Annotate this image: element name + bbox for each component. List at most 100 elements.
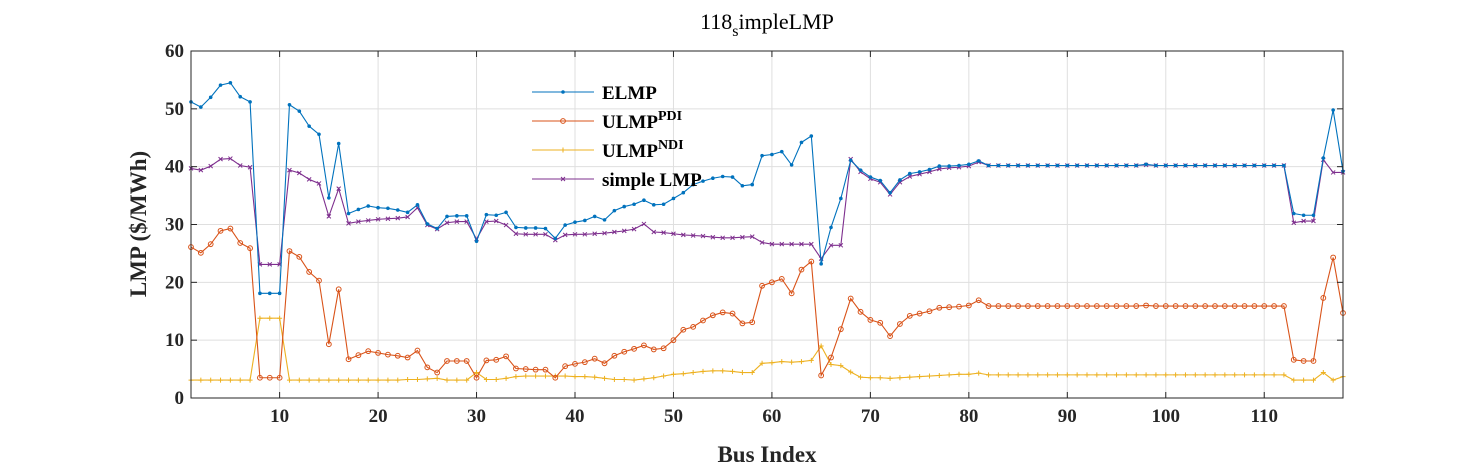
data-point [839,196,843,201]
data-point [395,377,401,383]
data-point [838,242,844,248]
data-point [848,369,854,375]
data-point [573,220,577,224]
data-point [385,377,391,383]
data-point [562,363,569,370]
data-point [691,182,695,187]
data-point [602,375,608,381]
data-point [779,149,784,154]
data-point [504,210,508,215]
legend-marker [561,90,565,94]
data-point [936,166,942,172]
data-point [631,226,637,232]
data-point [818,343,824,349]
data-point [680,371,686,377]
legend-label: ULMPNDI [602,138,684,162]
data-point [770,152,774,157]
data-point [483,357,490,364]
data-point [474,239,479,244]
legend-marker [560,118,566,124]
data-point [1113,303,1120,309]
y-tick-label: 20 [165,272,184,293]
y-tick-label: 60 [165,41,184,62]
data-point [1282,163,1286,168]
data-point [700,317,706,324]
data-point [1134,163,1139,168]
data-point [228,156,233,161]
legend-label: ELMP [602,83,657,104]
data-point [720,235,726,241]
data-point [1232,372,1238,378]
data-point [228,81,233,85]
data-point [680,232,686,238]
data-point [513,374,519,380]
data-point [1114,372,1120,378]
data-point [926,373,932,379]
data-point [690,323,697,330]
data-point [621,348,628,355]
data-point [386,206,390,211]
data-point [296,170,302,176]
data-point [898,178,902,182]
data-point [789,241,794,247]
data-point [267,262,273,267]
data-point [622,204,627,209]
data-point [611,376,617,382]
data-point [366,204,371,208]
data-point [553,236,558,241]
data-point [1054,303,1061,309]
data-point [316,277,322,284]
y-axis-label: LMP ($/MWh) [126,151,151,297]
data-point [1123,303,1130,309]
data-point [711,176,715,181]
data-point [562,373,568,379]
data-point [296,377,302,383]
data-point [612,229,617,235]
data-point [1133,372,1139,378]
data-point [927,167,932,172]
legend-label-main: simple LMP [602,170,702,191]
x-tick-label: 20 [369,406,388,427]
data-point [661,373,667,379]
data-point [1271,372,1277,378]
x-tick-label: 60 [762,406,781,427]
data-point [1182,372,1188,378]
data-point [346,377,352,383]
data-point [218,83,223,87]
data-point [976,159,981,163]
data-point [286,377,292,383]
legend-item-ulmp-pdi: ULMPPDI [532,109,682,133]
data-point [1202,303,1209,309]
data-point [838,363,844,369]
series-line [190,82,1344,294]
data-point [552,374,559,381]
data-point [503,353,509,360]
data-point [749,319,756,326]
data-point [1222,372,1228,378]
data-point [424,376,430,382]
data-point [1104,163,1109,168]
data-point [208,377,214,383]
data-point [287,102,292,107]
data-point [1084,303,1090,309]
data-point [917,170,922,174]
data-point [1261,303,1268,309]
data-point [385,351,391,358]
data-point [365,218,371,223]
data-point [808,241,814,247]
data-point [799,140,804,145]
data-point [769,279,775,286]
data-point [1034,303,1041,309]
data-point [986,163,991,168]
data-point [641,342,647,349]
data-point [218,377,224,383]
data-point [1173,372,1179,378]
data-point [365,377,371,383]
data-point [670,371,676,377]
data-point [326,377,332,383]
data-point [916,310,923,317]
data-point [276,374,283,381]
data-point [1213,163,1217,168]
data-point [819,262,823,266]
